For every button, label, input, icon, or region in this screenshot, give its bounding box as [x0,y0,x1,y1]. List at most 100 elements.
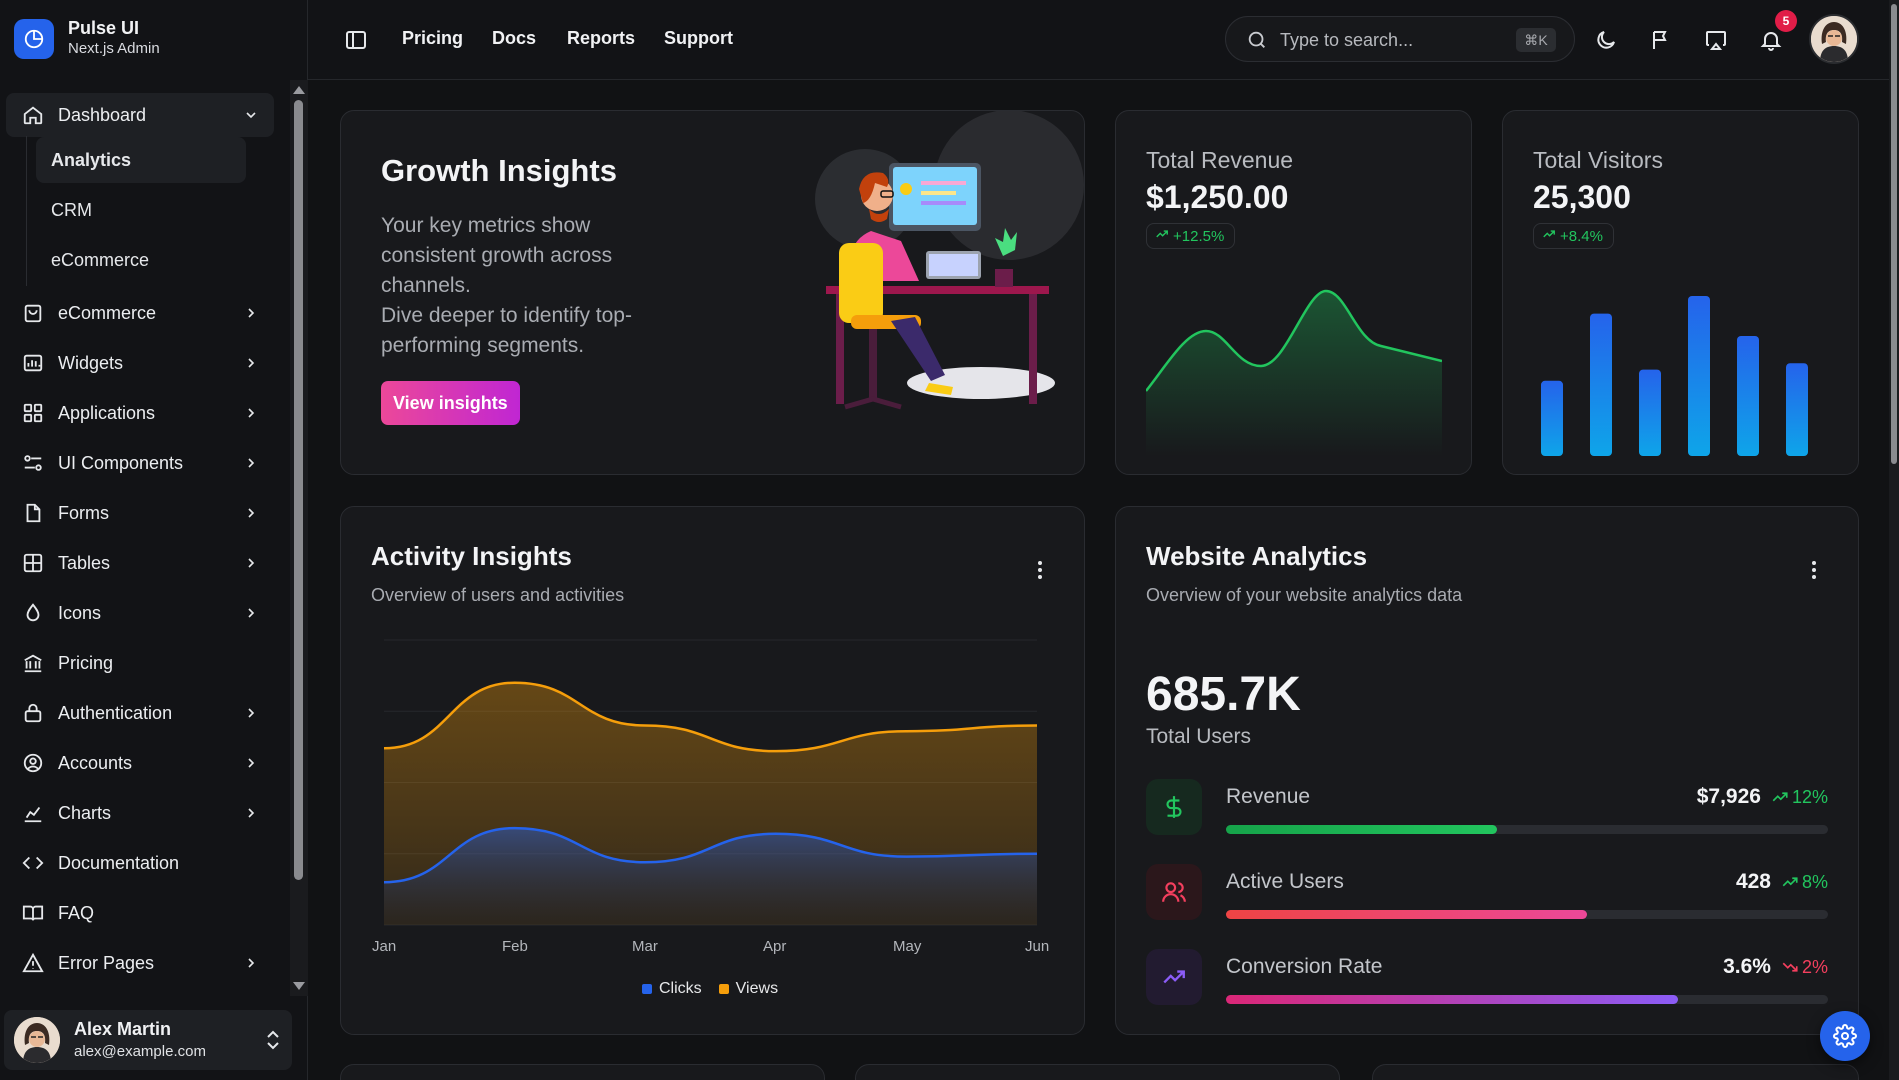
search-input[interactable] [1280,27,1500,53]
cast-icon[interactable] [1702,26,1730,54]
sidebar-item-charts[interactable]: Charts [6,791,274,835]
metric-value: $7,926 [1696,785,1761,808]
trend-up-icon [1155,227,1169,245]
sidebar-item-label: Icons [58,602,102,623]
user-menu[interactable]: Alex Martin alex@example.com [4,1010,292,1070]
sidebar-item-label: Charts [58,802,112,823]
legend-views: Views [735,980,779,997]
submenu-rail [26,136,27,286]
more-vertical-icon[interactable] [1036,559,1044,581]
sidebar-item-accounts[interactable]: Accounts [6,741,274,785]
visitors-change: +8.4% [1560,227,1603,245]
more-vertical-icon[interactable] [1810,559,1818,581]
trend-up-icon [1782,877,1798,887]
total-users-label: Total Users [1146,725,1252,748]
growth-title: Growth Insights [381,153,617,188]
metric-change-value: 12% [1791,786,1828,807]
sidebar-subitem-crm[interactable]: CRM [51,199,92,220]
nav-link-support[interactable]: Support [664,28,733,48]
grid-icon [20,400,46,426]
sidebar-subitem-ecommerce[interactable]: eCommerce [51,249,150,270]
sidebar-item-applications[interactable]: Applications [6,391,274,435]
search-box[interactable]: ⌘K [1225,16,1575,62]
metric-progress-track [1226,825,1828,834]
view-insights-button[interactable]: View insights [381,381,520,425]
scroll-up-icon[interactable] [293,86,305,94]
revenue-change-badge: +12.5% [1146,223,1236,249]
sidebar-item-ecommerce[interactable]: eCommerce [6,291,274,335]
page-scrollbar[interactable] [1889,0,1899,1080]
sidebar-item-error-pages[interactable]: Error Pages [6,941,274,985]
book-icon [20,900,46,926]
x-tick-label: May [893,938,922,955]
metric-change: 12% [1771,787,1828,808]
sidebar-item-documentation[interactable]: Documentation [6,841,274,885]
sidebar-item-label: Documentation [58,852,180,873]
bell-icon[interactable]: 5 [1757,10,1797,54]
chevron-right-icon [242,804,260,822]
revenue-sparkline [1146,289,1442,456]
sidebar-item-tables[interactable]: Tables [6,541,274,585]
users-icon [1146,864,1202,920]
sidebar-item-label: Accounts [58,752,133,773]
sidebar-scrollbar[interactable] [290,80,308,996]
file-icon [20,500,46,526]
warning-icon [20,950,46,976]
chevron-right-icon [242,554,260,572]
user-circle-icon [20,750,46,776]
sidebar: Pulse UI Next.js Admin Dashboard Analyti… [0,0,308,1080]
sidebar-item-pricing[interactable]: Pricing [6,641,274,685]
chevron-up-down-icon [264,1028,282,1052]
visitor-bar [1786,363,1808,456]
sidebar-scrollbar-thumb[interactable] [294,100,303,880]
chevron-right-icon [242,754,260,772]
sidebar-subitem-analytics[interactable]: Analytics [36,137,246,183]
trend-up-icon [1542,227,1556,245]
brand[interactable]: Pulse UI Next.js Admin [14,18,160,59]
card-stub [340,1064,825,1080]
visitors-label: Total Visitors [1533,147,1663,173]
analytics-subtitle: Overview of your website analytics data [1146,585,1463,605]
sidebar-item-ui-components[interactable]: UI Components [6,441,274,485]
trend-icon [1146,949,1202,1005]
series-line-clicks [383,826,1038,884]
profile-avatar[interactable] [1809,14,1859,64]
sidebar-item-dashboard[interactable]: Dashboard [6,93,274,137]
page-scrollbar-thumb[interactable] [1891,4,1897,464]
flag-icon[interactable] [1647,26,1675,54]
sidebar-item-authentication[interactable]: Authentication [6,691,274,735]
nav-link-docs[interactable]: Docs [492,28,537,48]
trend-down-icon [1782,962,1798,972]
scroll-down-icon[interactable] [293,982,305,990]
sidebar-item-label: Authentication [58,702,173,723]
metric-label: Conversion Rate [1226,955,1383,978]
sidebar-toggle-icon[interactable] [344,28,368,52]
metric-label: Active Users [1226,870,1344,893]
home-icon [20,102,46,128]
chevron-right-icon [242,504,260,522]
sidebar-item-forms[interactable]: Forms [6,491,274,535]
drop-icon [20,600,46,626]
topbar: Pricing Docs Reports Support ⌘K 5 [308,0,1899,80]
total-users-value: 685.7K [1146,668,1301,721]
sidebar-item-faq[interactable]: FAQ [6,891,274,935]
card-stub [855,1064,1340,1080]
website-analytics-card: Website Analytics Overview of your websi… [1115,506,1859,1035]
x-tick-label: Feb [502,938,528,955]
sidebar-item-label: Pricing [58,652,114,673]
sidebar-item-widgets[interactable]: Widgets [6,341,274,385]
moon-icon[interactable] [1592,26,1620,54]
settings-fab[interactable] [1820,1011,1870,1061]
sidebar-item-label: eCommerce [58,302,157,323]
chart-icon [20,800,46,826]
sidebar-item-icons[interactable]: Icons [6,591,274,635]
chevron-right-icon [242,604,260,622]
widgets-icon [20,350,46,376]
revenue-label: Total Revenue [1146,147,1294,173]
chevron-right-icon [242,704,260,722]
growth-text-line-2: Dive deeper to identify top-performing s… [381,304,632,357]
metric-value: 3.6% [1723,955,1771,978]
metric-progress-fill [1226,995,1678,1004]
nav-link-reports[interactable]: Reports [567,28,636,48]
nav-link-pricing[interactable]: Pricing [402,28,464,48]
